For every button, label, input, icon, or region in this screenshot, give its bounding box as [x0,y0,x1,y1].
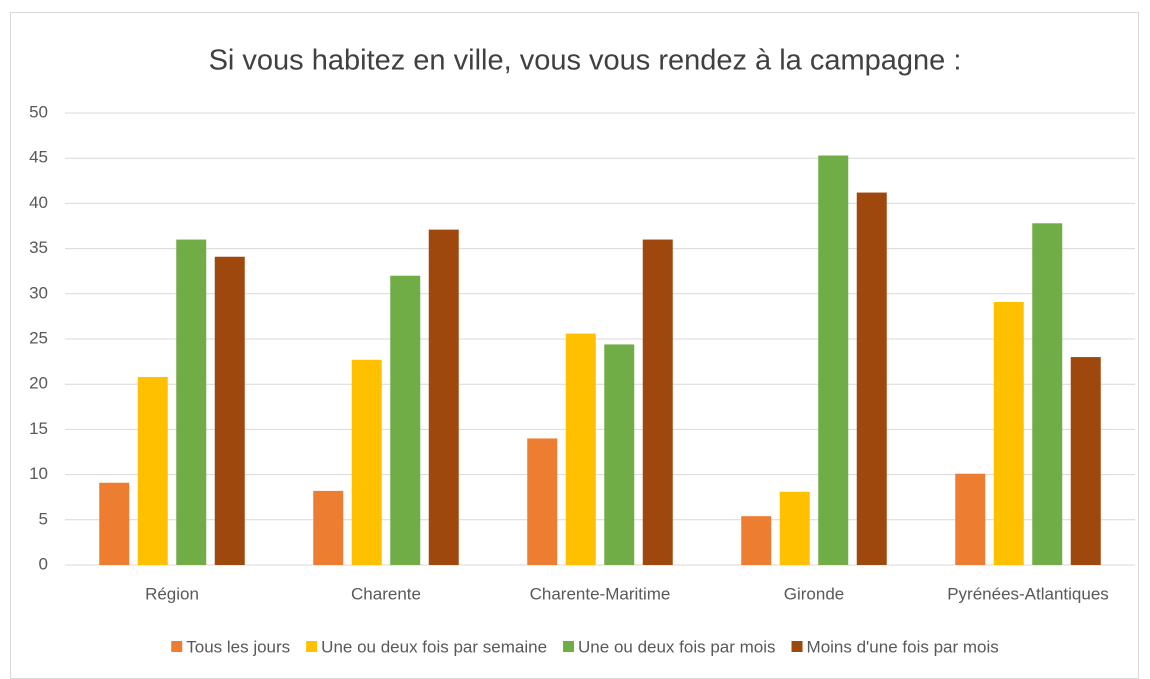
y-tick-label: 50 [29,102,48,121]
y-tick-label: 45 [29,148,48,167]
legend-swatch [171,641,183,652]
legend-label: Une ou deux fois par mois [578,637,776,656]
y-tick-label: 20 [29,374,48,393]
bar [818,155,849,565]
legend-swatch [791,641,803,652]
y-tick-label: 15 [29,419,48,438]
x-tick-label: Pyrénées-Atlantiques [947,584,1109,603]
bar [176,239,207,565]
y-tick-label: 30 [29,283,48,302]
x-tick-label: Charente-Maritime [530,584,671,603]
y-tick-label: 25 [29,328,48,347]
bar [604,344,635,565]
bar [99,482,130,565]
x-tick-label: Région [145,584,199,603]
x-tick-label: Gironde [784,584,844,603]
bar [565,333,596,565]
chart-title: Si vous habitez en ville, vous vous rend… [209,45,962,77]
bar [527,438,558,565]
y-tick-label: 40 [29,193,48,212]
bar [1032,223,1063,565]
legend-swatch [563,641,575,652]
bar [390,275,421,565]
bar [313,490,344,565]
y-tick-label: 35 [29,238,48,257]
bar [214,256,245,565]
bar [351,359,382,565]
bar [642,239,673,565]
legend-label: Une ou deux fois par semaine [321,637,547,656]
x-tick-label: Charente [351,584,421,603]
bar [428,229,459,565]
bar [955,473,986,565]
bar [741,516,772,565]
y-tick-label: 0 [39,554,48,573]
bar [779,491,810,565]
legend-label: Moins d'une fois par mois [807,637,999,656]
bar [1070,357,1101,565]
bar [856,192,887,565]
y-tick-label: 10 [29,464,48,483]
bar [137,376,168,565]
bar [993,301,1024,565]
legend-swatch [306,641,318,652]
y-tick-label: 5 [39,509,48,528]
legend-label: Tous les jours [186,637,290,656]
